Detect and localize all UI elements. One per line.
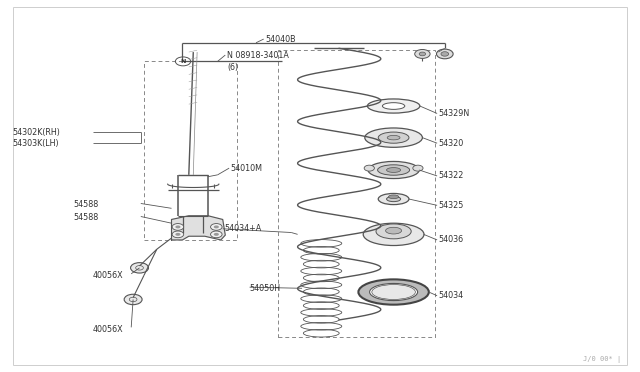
Circle shape [175,233,180,236]
Text: 54329N: 54329N [438,109,470,118]
Text: (6): (6) [227,63,238,72]
Circle shape [415,49,430,58]
Circle shape [441,52,449,56]
Text: 54302K(RH): 54302K(RH) [13,128,61,137]
Text: 54034+A: 54034+A [224,224,261,233]
Bar [278,50,435,337]
Text: 40056X: 40056X [93,325,124,334]
Ellipse shape [358,279,429,305]
Ellipse shape [364,223,424,246]
Bar [144,61,237,240]
Ellipse shape [378,132,409,143]
Ellipse shape [372,285,415,299]
Text: 54303K(LH): 54303K(LH) [13,139,60,148]
Text: 54040B: 54040B [266,35,296,44]
Ellipse shape [388,195,399,199]
Ellipse shape [383,103,405,109]
Circle shape [413,165,423,171]
Circle shape [175,225,180,228]
Circle shape [172,231,184,238]
Text: 54588: 54588 [74,200,99,209]
Ellipse shape [385,227,402,234]
Ellipse shape [378,193,409,205]
Text: 54325: 54325 [438,201,464,210]
Text: 54010M: 54010M [230,164,262,173]
Circle shape [211,231,222,238]
Ellipse shape [387,196,401,202]
Text: N: N [180,59,186,64]
Circle shape [364,165,374,171]
Ellipse shape [370,283,418,301]
Circle shape [419,52,426,56]
Circle shape [211,224,222,230]
Text: 54036: 54036 [438,235,463,244]
Circle shape [214,225,219,228]
Circle shape [124,294,142,305]
Circle shape [131,263,148,273]
Circle shape [172,224,184,230]
Ellipse shape [367,99,420,113]
Polygon shape [172,216,225,240]
Ellipse shape [368,161,419,179]
Text: 54322: 54322 [438,171,464,180]
Text: 54050H: 54050H [250,284,281,293]
Ellipse shape [376,224,412,239]
Ellipse shape [365,128,422,147]
Text: 54034: 54034 [438,291,463,300]
Ellipse shape [378,165,410,175]
Circle shape [214,233,219,236]
Text: N 08918-3401A: N 08918-3401A [227,51,289,60]
Ellipse shape [387,167,401,172]
Text: 54320: 54320 [438,139,463,148]
Text: 40056X: 40056X [93,271,124,280]
Ellipse shape [387,135,400,140]
Circle shape [436,49,453,59]
Text: J/0 00* |: J/0 00* | [582,356,621,363]
Text: 54588: 54588 [74,213,99,222]
